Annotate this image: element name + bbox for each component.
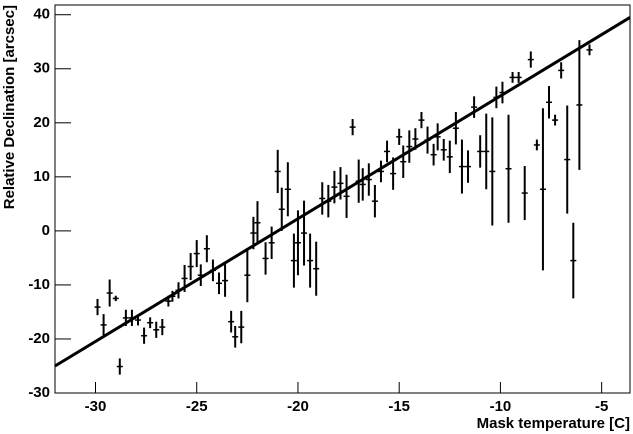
y-tick-label: -10 <box>28 276 50 293</box>
x-tick-label: -20 <box>287 398 309 415</box>
y-tick-label: -30 <box>28 384 50 401</box>
x-tick-label: -10 <box>490 398 512 415</box>
y-axis-title: Relative Declination [arcsec] <box>1 5 18 209</box>
plot-frame <box>54 4 631 394</box>
y-tick-label: 20 <box>33 114 50 131</box>
y-tick-label: 40 <box>33 6 50 23</box>
y-tick-label: 10 <box>33 168 50 185</box>
x-tick-label: -25 <box>186 398 208 415</box>
x-axis-title: Mask temperature [C] <box>477 415 630 432</box>
y-tick-label: -20 <box>28 330 50 347</box>
y-tick-label: 30 <box>33 60 50 77</box>
x-tick-label: -15 <box>388 398 410 415</box>
fit-line <box>54 16 631 368</box>
x-tick-label: -5 <box>595 398 608 415</box>
x-tick-label: -30 <box>85 398 107 415</box>
y-tick-label: 0 <box>42 222 50 239</box>
